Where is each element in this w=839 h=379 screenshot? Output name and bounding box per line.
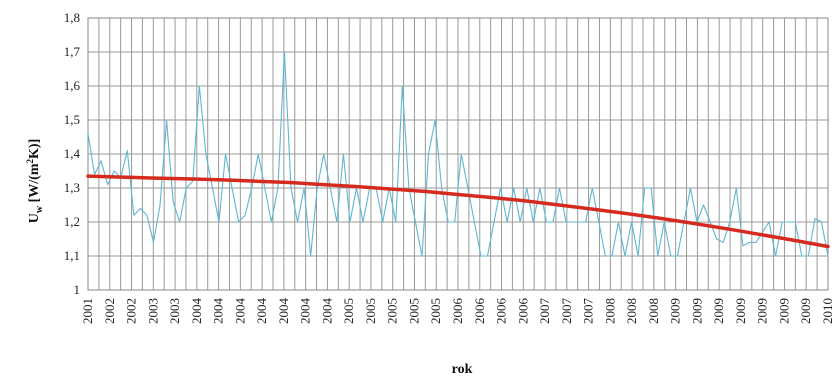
x-tick-label: 2004 [254,298,269,325]
x-tick-label: 2010 [820,298,835,324]
x-tick-label: 2002 [102,298,117,324]
x-tick-label: 2009 [668,298,683,324]
x-tick-label: 2004 [276,298,291,325]
y-tick-label: 1,5 [64,112,80,127]
x-tick-label: 2003 [145,298,160,324]
x-tick-label: 2006 [515,298,530,325]
y-axis-title-unit-sup: 2 [25,158,35,163]
x-tick-label: 2008 [646,298,661,324]
y-tick-label: 1,8 [64,10,80,25]
x-tick-labels: 2001 2002 2002 2003 2003 2004 2004 2004 2004 2004… [80,298,835,325]
x-tick-label: 2004 [319,298,334,325]
x-tick-label: 2008 [624,298,639,324]
x-tick-label: 2006 [450,298,465,325]
y-tick-label: 1,6 [64,78,81,93]
data-series-line [87,51,829,257]
x-tick-label: 2007 [581,298,596,325]
x-tick-label: 2004 [189,298,204,325]
x-tick-label: 2002 [124,298,139,324]
y-axis-title-unit-post: K)] [27,139,42,159]
y-tick-label: 1,3 [64,180,80,195]
x-tick-label: 2004 [232,298,247,325]
x-axis-title: rok [452,362,473,377]
grid [87,17,829,291]
x-tick-label: 2005 [406,298,421,324]
x-tick-label: 2001 [80,298,95,324]
plot-area-border [87,17,829,291]
x-tick-label: 2005 [385,298,400,324]
y-tick-labels: 1 1,1 1,2 1,3 1,4 1,5 1,6 1,7 1,8 [64,10,81,297]
y-tick-label: 1 [74,282,81,297]
x-tick-label: 2007 [559,298,574,325]
y-axis-title-sub: w [34,205,45,213]
x-tick-label: 2009 [711,298,726,324]
x-tick-label: 2006 [472,298,487,325]
x-tick-label: 2006 [494,298,509,325]
x-tick-label: 2009 [755,298,770,324]
y-tick-label: 1,1 [64,248,80,263]
x-tick-label: 2009 [689,298,704,324]
y-tick-label: 1,4 [64,146,81,161]
x-tick-label: 2008 [602,298,617,324]
y-tick-label: 1,7 [64,44,81,59]
x-tick-label: 2005 [363,298,378,324]
x-tick-label: 2004 [211,298,226,325]
x-tick-label: 2007 [537,298,552,325]
series-layer [86,51,830,257]
y-axis-title: Uw [W/(m2K)] [25,139,45,223]
x-tick-label: 2009 [798,298,813,324]
x-tick-label: 2004 [298,298,313,325]
x-tick-label: 2005 [341,298,356,324]
y-axis-title-main: U [27,213,42,223]
x-tick-label: 2005 [428,298,443,324]
trend-line [86,174,830,249]
y-axis-title-unit-pre: [W/(m [27,163,42,206]
x-tick-label: 2009 [733,298,748,324]
x-tick-label: 2009 [776,298,791,324]
y-tick-label: 1,2 [64,214,80,229]
x-tick-label: 2003 [167,298,182,324]
